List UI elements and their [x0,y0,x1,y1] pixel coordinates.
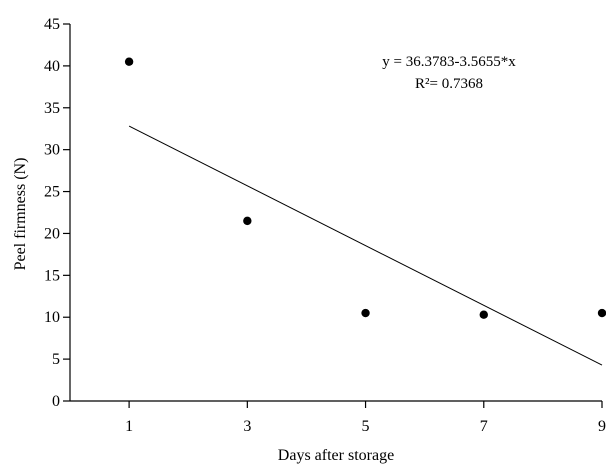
data-points [124,57,606,319]
x-tick-label: 9 [598,418,606,435]
y-axis-title: Peel firmness (N) [12,158,29,271]
data-point [361,308,370,318]
data-point [597,308,606,318]
y-tick-label: 15 [44,267,60,284]
r-squared-label: R²= 0.7368 [415,76,483,92]
x-tick-label: 7 [480,418,488,435]
y-axis-ticks: 0 5 10 15 20 25 30 35 40 45 [44,16,70,410]
data-point [479,310,488,319]
y-tick-label: 25 [44,184,60,201]
y-tick-label: 5 [52,351,60,368]
y-tick-label: 20 [44,225,60,242]
regression-line [128,125,603,366]
data-point [243,216,252,226]
y-tick-label: 0 [52,393,60,410]
data-point [124,57,134,66]
x-axis-ticks: 1 3 5 7 9 [125,401,606,435]
y-tick-label: 45 [44,16,60,33]
regression-equation: y = 36.3783-3.5655*x [382,54,516,70]
y-tick-label: 35 [44,100,60,117]
x-axis-title: Days after storage [278,447,394,464]
x-tick-label: 5 [362,418,370,435]
x-tick-label: 1 [125,418,133,435]
x-tick-label: 3 [243,418,251,435]
y-tick-label: 40 [44,58,60,75]
y-tick-label: 30 [44,142,60,159]
y-tick-label: 10 [44,309,60,326]
